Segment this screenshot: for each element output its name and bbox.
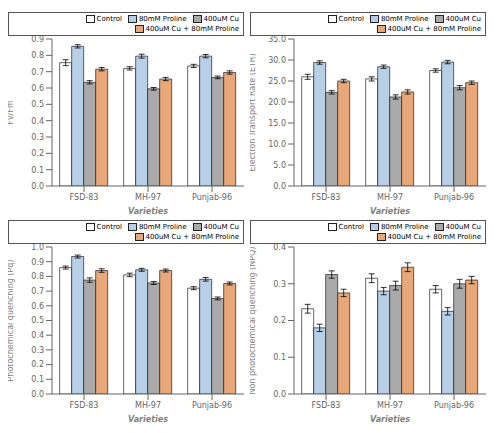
html-text:400uM Cu + 80mM Proline: 400uM Cu + 80mM Proline: [145, 25, 239, 33]
svg-text:0.0: 0.0: [273, 390, 286, 399]
svg-text:1.0: 1.0: [31, 243, 44, 252]
svg-text:0.2: 0.2: [31, 149, 44, 158]
html-text:80mM Proline: 80mM Proline: [138, 223, 187, 231]
svg-text:0.6: 0.6: [31, 302, 44, 311]
svg-text:10.0: 10.0: [268, 140, 286, 149]
svg-text:0.1: 0.1: [31, 375, 44, 384]
svg-text:15.0: 15.0: [268, 119, 286, 128]
html-text:80mM Proline: 80mM Proline: [380, 15, 429, 23]
svg-text:0.9: 0.9: [31, 258, 44, 267]
svg-text:Punjab-96: Punjab-96: [192, 401, 232, 410]
svg-text:0.0: 0.0: [31, 182, 44, 191]
svg-text:0.4: 0.4: [31, 331, 44, 340]
svg-text:0.3: 0.3: [31, 133, 44, 142]
svg-text:Varieties: Varieties: [128, 207, 168, 216]
html-text:Control: Control: [96, 15, 122, 23]
svg-text:Photochemical quenching (Pq): Photochemical quenching (Pq): [8, 260, 15, 382]
html-text:400uM Cu: 400uM Cu: [445, 15, 481, 23]
html-text:400uM Cu: 400uM Cu: [203, 15, 239, 23]
svg-text:0.2: 0.2: [31, 360, 44, 369]
svg-text:Varieties: Varieties: [370, 415, 410, 424]
svg-text:0.9: 0.9: [31, 35, 44, 44]
svg-text:FSD-83: FSD-83: [70, 193, 99, 202]
svg-text:0.6: 0.6: [31, 84, 44, 93]
svg-text:0.4: 0.4: [31, 117, 44, 126]
svg-text:Electron Transport Rate (ETR): Electron Transport Rate (ETR): [250, 53, 257, 171]
svg-text:35.0: 35.0: [268, 35, 286, 44]
svg-text:Fv/Fm: Fv/Fm: [8, 100, 15, 125]
html-text:80mM Proline: 80mM Proline: [138, 15, 187, 23]
svg-text:MH-97: MH-97: [135, 401, 161, 410]
svg-text:Varieties: Varieties: [128, 415, 168, 424]
svg-text:FSD-83: FSD-83: [70, 401, 99, 410]
html-text:400uM Cu + 80mM Proline: 400uM Cu + 80mM Proline: [145, 233, 239, 241]
svg-text:0.8: 0.8: [31, 272, 44, 281]
svg-text:0.3: 0.3: [31, 346, 44, 355]
html-text:400uM Cu: 400uM Cu: [445, 223, 481, 231]
svg-text:MH-97: MH-97: [135, 193, 161, 202]
svg-text:Non photochemical quenching (N: Non photochemical quenching (NPQ): [250, 247, 257, 395]
svg-text:0.1: 0.1: [273, 353, 286, 362]
html-text:400uM Cu + 80mM Proline: 400uM Cu + 80mM Proline: [387, 233, 481, 241]
svg-text:0.5: 0.5: [31, 316, 44, 325]
svg-text:0.5: 0.5: [31, 100, 44, 109]
svg-text:MH-97: MH-97: [377, 401, 403, 410]
svg-text:0.4: 0.4: [273, 243, 286, 252]
html-text:80mM Proline: 80mM Proline: [380, 223, 429, 231]
svg-text:Punjab-96: Punjab-96: [192, 193, 232, 202]
html-text:400uM Cu + 80mM Proline: 400uM Cu + 80mM Proline: [387, 25, 481, 33]
svg-text:0.8: 0.8: [31, 51, 44, 60]
svg-text:0.1: 0.1: [31, 166, 44, 175]
svg-text:0.0: 0.0: [273, 182, 286, 191]
svg-text:Punjab-96: Punjab-96: [434, 401, 474, 410]
svg-text:25.0: 25.0: [268, 77, 286, 86]
svg-text:0.0: 0.0: [31, 390, 44, 399]
svg-text:FSD-83: FSD-83: [312, 401, 341, 410]
html-text:Control: Control: [338, 15, 364, 23]
svg-text:5.0: 5.0: [273, 161, 286, 170]
svg-text:20.0: 20.0: [268, 98, 286, 107]
svg-text:30.0: 30.0: [268, 56, 286, 65]
svg-text:Punjab-96: Punjab-96: [434, 193, 474, 202]
html-text:Control: Control: [96, 223, 122, 231]
svg-text:0.3: 0.3: [273, 280, 286, 289]
html-text:Control: Control: [338, 223, 364, 231]
svg-text:FSD-83: FSD-83: [312, 193, 341, 202]
html-text:400uM Cu: 400uM Cu: [203, 223, 239, 231]
svg-text:MH-97: MH-97: [377, 193, 403, 202]
svg-text:0.2: 0.2: [273, 316, 286, 325]
svg-text:0.7: 0.7: [31, 68, 44, 77]
svg-text:Varieties: Varieties: [370, 207, 410, 216]
svg-text:0.7: 0.7: [31, 287, 44, 296]
